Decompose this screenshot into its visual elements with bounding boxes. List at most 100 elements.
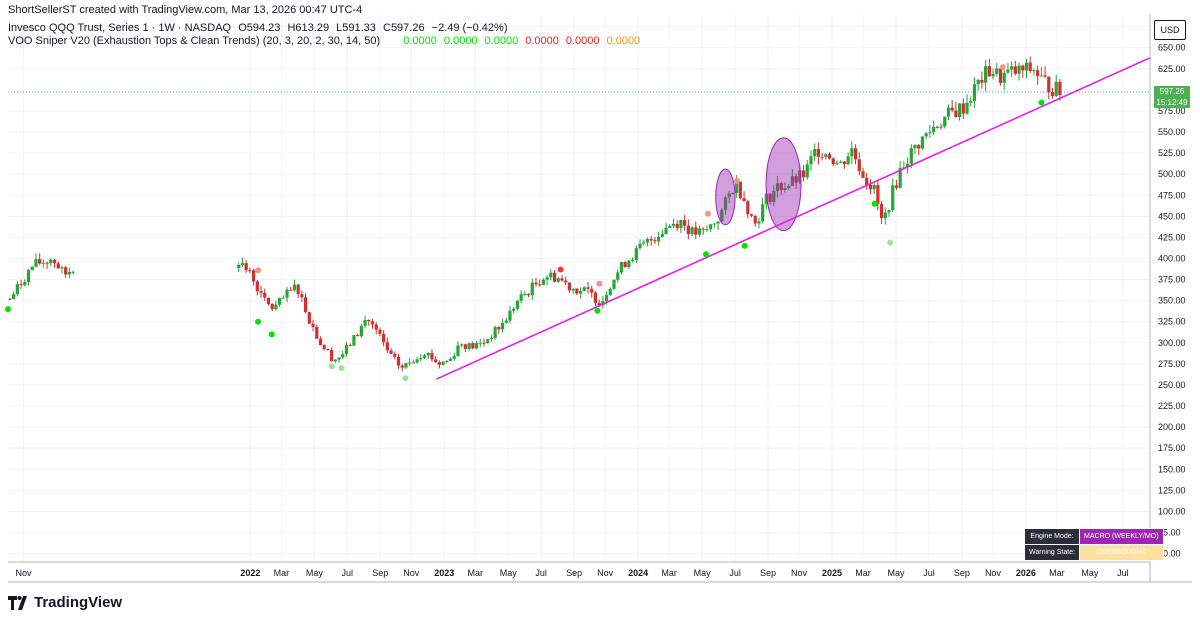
candle-body xyxy=(839,161,843,163)
indicator-values: 0.0000 0.0000 0.0000 0.0000 0.0000 0.0000 xyxy=(403,35,647,47)
candle-body xyxy=(426,353,430,356)
indicator-legend[interactable]: VOO Sniper V20 (Exhaustion Tops & Clean … xyxy=(8,35,647,47)
candle-body xyxy=(315,326,319,339)
x-tick-label: Sep xyxy=(372,568,388,578)
candle-body xyxy=(883,212,887,219)
candle-body xyxy=(768,193,772,202)
candle-body xyxy=(920,136,925,149)
candle-body xyxy=(259,291,263,293)
indicator-value-1: 0.0000 xyxy=(443,35,478,47)
candle-body xyxy=(300,294,304,298)
candle-body xyxy=(26,270,31,283)
candle-body xyxy=(961,103,965,114)
low-value: 591.33 xyxy=(342,22,376,34)
indicator-value-5: 0.0000 xyxy=(606,35,641,47)
highlight-ellipse xyxy=(715,168,736,226)
candle-body xyxy=(686,225,690,235)
candle-body xyxy=(244,263,248,271)
candle-body xyxy=(879,203,884,219)
candle-body xyxy=(1039,75,1043,77)
candle-body xyxy=(1043,75,1047,77)
candle-body xyxy=(408,362,412,364)
candle-body xyxy=(422,355,427,359)
sell-signal-dot xyxy=(999,64,1006,71)
candle-body xyxy=(474,343,479,349)
candle-body xyxy=(668,225,672,228)
candle-body xyxy=(1006,69,1010,73)
x-tick-label: Sep xyxy=(566,568,582,578)
candle-body xyxy=(512,308,516,311)
open-label: O xyxy=(238,22,247,34)
candle-body xyxy=(753,215,757,224)
candle-body xyxy=(723,197,728,210)
candle-body xyxy=(270,304,274,310)
indicator-value-4: 0.0000 xyxy=(565,35,600,47)
candle-body xyxy=(240,263,245,265)
candle-body xyxy=(645,238,650,243)
candle-body xyxy=(1010,66,1014,70)
currency-button[interactable]: USD xyxy=(1154,20,1186,40)
candle-body xyxy=(344,344,349,355)
candle-body xyxy=(746,201,750,215)
candle-body xyxy=(642,242,646,244)
candle-body xyxy=(278,297,282,305)
x-tick-label: Nov xyxy=(403,568,420,578)
y-tick-label: 225.00 xyxy=(1158,401,1186,411)
candle-body xyxy=(463,344,467,349)
engine-status-table: Engine Mode: MACRO (WEEKLY/MO) Warning S… xyxy=(1023,528,1164,561)
candle-body xyxy=(519,294,523,301)
y-tick-label: 150.00 xyxy=(1158,464,1186,474)
candle-body xyxy=(441,361,445,365)
candle-body xyxy=(980,79,984,83)
x-tick-label: Mar xyxy=(855,568,871,578)
candle-body xyxy=(389,350,393,354)
candle-body xyxy=(649,238,653,241)
candle-body xyxy=(954,110,958,118)
buy-signal-dot xyxy=(702,251,709,258)
candle-body xyxy=(478,342,482,344)
candle-body xyxy=(627,260,631,268)
candle-body xyxy=(943,116,947,127)
candle-body xyxy=(1050,92,1055,97)
sell-signal-dot xyxy=(557,266,564,273)
candle-body xyxy=(1036,70,1040,77)
candle-body xyxy=(872,184,876,190)
candle-body xyxy=(761,204,765,222)
buy-signal-dot xyxy=(255,318,262,325)
candle-body xyxy=(1013,66,1017,74)
buy-signal-dot xyxy=(594,307,601,314)
y-tick-label: 300.00 xyxy=(1158,338,1186,348)
candle-body xyxy=(251,270,256,282)
tradingview-logo[interactable]: TradingView xyxy=(8,594,122,611)
y-tick-label: 275.00 xyxy=(1158,359,1186,369)
candle-body xyxy=(49,259,53,263)
y-tick-label: 475.00 xyxy=(1158,190,1186,200)
candle-body xyxy=(987,66,991,77)
candle-body xyxy=(653,240,657,242)
candle-body xyxy=(348,344,352,346)
candle-body xyxy=(248,270,252,272)
buy-signal-dot xyxy=(268,331,275,338)
candle-body xyxy=(526,293,531,296)
candle-body xyxy=(571,288,575,291)
candle-body xyxy=(790,176,794,187)
symbol-legend[interactable]: Invesco QQQ Trust, Series 1 · 1W · NASDA… xyxy=(8,22,508,34)
candle-body xyxy=(716,221,720,224)
tradingview-wordmark: TradingView xyxy=(34,594,123,611)
candle-body xyxy=(850,148,854,157)
candle-body xyxy=(1024,62,1029,71)
candle-body xyxy=(38,259,42,264)
candle-body xyxy=(835,162,839,165)
plot-area xyxy=(8,14,1150,562)
candle-body xyxy=(965,102,969,114)
candle-body xyxy=(292,284,297,291)
y-tick-label: 650.00 xyxy=(1158,43,1186,53)
x-tick-label: Mar xyxy=(1049,568,1065,578)
candle-body xyxy=(307,312,311,324)
candle-body xyxy=(898,168,902,188)
indicator-value-2: 0.0000 xyxy=(484,35,519,47)
buy-signal-dot xyxy=(402,375,409,382)
candle-body xyxy=(690,227,694,235)
